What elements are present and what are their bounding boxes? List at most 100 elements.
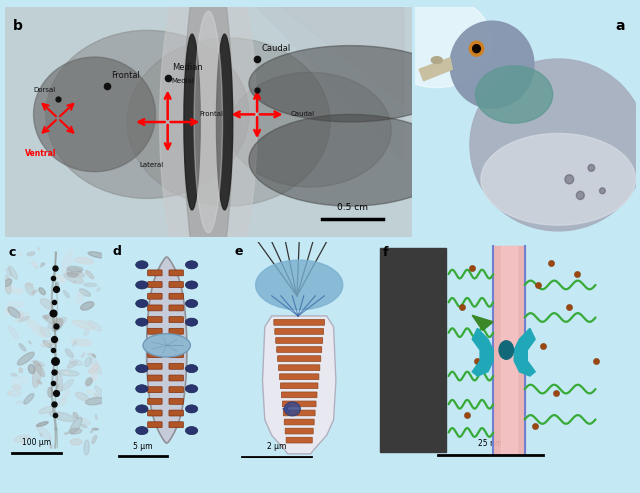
- Ellipse shape: [70, 417, 82, 434]
- Ellipse shape: [56, 275, 65, 282]
- Ellipse shape: [4, 276, 11, 294]
- Ellipse shape: [63, 273, 83, 283]
- Ellipse shape: [84, 283, 97, 286]
- Ellipse shape: [79, 289, 91, 296]
- FancyBboxPatch shape: [169, 270, 184, 276]
- Ellipse shape: [7, 391, 21, 396]
- Ellipse shape: [34, 361, 44, 377]
- Ellipse shape: [136, 300, 148, 308]
- Ellipse shape: [44, 315, 62, 326]
- Ellipse shape: [136, 281, 148, 289]
- Ellipse shape: [43, 341, 52, 348]
- Ellipse shape: [58, 370, 79, 376]
- Ellipse shape: [33, 57, 156, 172]
- Ellipse shape: [42, 263, 45, 265]
- FancyBboxPatch shape: [285, 428, 313, 434]
- Ellipse shape: [85, 357, 92, 367]
- FancyBboxPatch shape: [169, 352, 184, 357]
- FancyBboxPatch shape: [169, 293, 184, 299]
- Ellipse shape: [95, 363, 99, 368]
- Text: Frontal: Frontal: [111, 71, 140, 80]
- FancyBboxPatch shape: [169, 363, 184, 369]
- Ellipse shape: [136, 318, 148, 326]
- Ellipse shape: [57, 412, 60, 417]
- Ellipse shape: [72, 339, 91, 346]
- FancyBboxPatch shape: [148, 328, 162, 334]
- Ellipse shape: [27, 252, 35, 256]
- Ellipse shape: [33, 364, 41, 387]
- Ellipse shape: [39, 288, 45, 295]
- FancyBboxPatch shape: [148, 410, 162, 416]
- FancyBboxPatch shape: [148, 317, 162, 322]
- Ellipse shape: [19, 253, 22, 254]
- Ellipse shape: [65, 372, 69, 374]
- Ellipse shape: [70, 439, 82, 445]
- Text: e: e: [235, 245, 243, 258]
- Ellipse shape: [11, 374, 17, 376]
- Polygon shape: [282, 7, 403, 103]
- Ellipse shape: [67, 273, 77, 277]
- Ellipse shape: [77, 271, 84, 277]
- Ellipse shape: [37, 381, 42, 384]
- Ellipse shape: [39, 406, 56, 414]
- Ellipse shape: [28, 341, 31, 344]
- FancyBboxPatch shape: [280, 383, 318, 388]
- Ellipse shape: [56, 372, 63, 391]
- Polygon shape: [514, 328, 535, 376]
- Ellipse shape: [136, 405, 148, 413]
- Ellipse shape: [55, 282, 58, 291]
- Text: 0.5 cm: 0.5 cm: [337, 203, 368, 212]
- Ellipse shape: [63, 290, 69, 298]
- Ellipse shape: [31, 261, 37, 267]
- Ellipse shape: [81, 418, 90, 424]
- FancyBboxPatch shape: [282, 392, 317, 398]
- Text: Dorsal: Dorsal: [34, 87, 56, 93]
- Ellipse shape: [12, 385, 21, 389]
- Ellipse shape: [228, 72, 391, 187]
- Ellipse shape: [481, 134, 636, 225]
- Ellipse shape: [450, 21, 534, 108]
- Ellipse shape: [19, 317, 29, 321]
- Ellipse shape: [90, 365, 97, 381]
- Ellipse shape: [12, 377, 28, 385]
- Ellipse shape: [87, 353, 93, 355]
- Ellipse shape: [95, 386, 104, 396]
- Ellipse shape: [67, 361, 77, 368]
- Ellipse shape: [81, 302, 94, 310]
- Ellipse shape: [249, 114, 452, 206]
- Ellipse shape: [186, 405, 198, 413]
- Ellipse shape: [85, 378, 92, 386]
- Ellipse shape: [6, 287, 23, 293]
- Ellipse shape: [136, 365, 148, 373]
- Ellipse shape: [4, 279, 12, 286]
- Ellipse shape: [565, 175, 573, 184]
- Ellipse shape: [127, 38, 330, 206]
- Ellipse shape: [27, 319, 45, 337]
- Text: a: a: [615, 19, 625, 33]
- Ellipse shape: [8, 391, 11, 394]
- FancyBboxPatch shape: [169, 305, 184, 311]
- Ellipse shape: [65, 432, 68, 434]
- Ellipse shape: [186, 385, 198, 393]
- Ellipse shape: [15, 313, 28, 322]
- FancyBboxPatch shape: [148, 270, 162, 276]
- Ellipse shape: [186, 261, 198, 269]
- FancyBboxPatch shape: [148, 363, 162, 369]
- FancyBboxPatch shape: [169, 375, 184, 381]
- Ellipse shape: [470, 59, 640, 231]
- Ellipse shape: [25, 283, 35, 295]
- FancyBboxPatch shape: [148, 282, 162, 287]
- Ellipse shape: [69, 359, 83, 365]
- Ellipse shape: [95, 415, 97, 419]
- Ellipse shape: [16, 401, 24, 404]
- Ellipse shape: [81, 353, 85, 357]
- Ellipse shape: [186, 318, 198, 326]
- FancyBboxPatch shape: [148, 352, 162, 357]
- FancyBboxPatch shape: [148, 398, 162, 404]
- Ellipse shape: [88, 368, 97, 373]
- Ellipse shape: [92, 428, 99, 430]
- Ellipse shape: [499, 341, 513, 359]
- FancyBboxPatch shape: [148, 293, 162, 299]
- Ellipse shape: [600, 188, 605, 194]
- FancyBboxPatch shape: [148, 387, 162, 392]
